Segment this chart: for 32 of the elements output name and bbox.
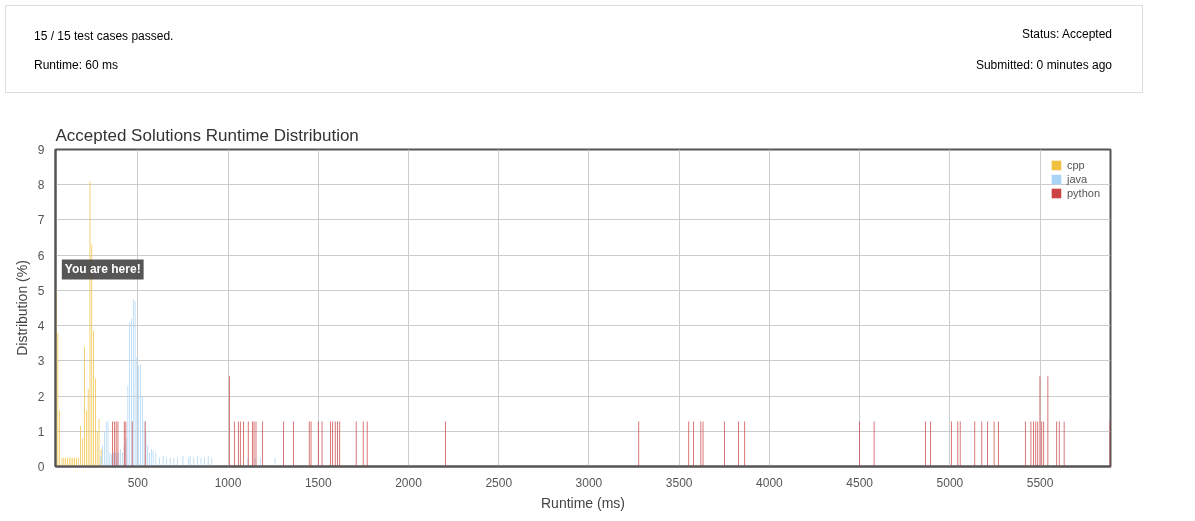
y-tick-label: 5 <box>37 283 45 298</box>
y-tick-label: 1 <box>37 424 45 439</box>
y-tick-label: 0 <box>37 460 45 474</box>
text: 15 / 15 test cases passed. <box>34 28 174 45</box>
y-tick-label: 3 <box>37 354 45 369</box>
text: Status: Accepted <box>1021 26 1112 43</box>
x-tick-label: 4000 <box>756 475 784 490</box>
x-tick-label: 2000 <box>395 475 423 490</box>
x-axis-title: Runtime (ms) <box>541 494 626 511</box>
annotation: You are here! <box>64 262 141 277</box>
x-tick-label: 1500 <box>304 475 332 490</box>
y-tick-label: 8 <box>37 178 45 193</box>
text: Submitted: 0 minutes ago <box>975 57 1112 74</box>
y-tick-label: 4 <box>37 319 45 334</box>
legend-label: python <box>1066 187 1100 199</box>
y-tick-label: 7 <box>37 213 45 228</box>
x-tick-label: 3000 <box>575 475 603 490</box>
x-tick-label: 1000 <box>214 475 242 490</box>
chart-title: Accepted Solutions Runtime Distribution <box>55 125 359 145</box>
y-axis-title: Distribution (%) <box>13 260 30 356</box>
x-tick-label: 4500 <box>846 475 874 490</box>
y-tick-label: 6 <box>37 248 45 263</box>
text: Runtime: 60 ms <box>34 57 119 74</box>
y-tick-label: 9 <box>37 143 45 157</box>
legend-label: cpp <box>1066 159 1086 171</box>
x-tick-label: 500 <box>127 475 149 490</box>
x-tick-label: 5000 <box>936 475 964 490</box>
x-tick-label: 2500 <box>485 475 513 490</box>
x-tick-label: 3500 <box>665 475 693 490</box>
y-tick-label: 2 <box>37 389 45 404</box>
x-tick-label: 5500 <box>1026 475 1054 490</box>
legend-label: java <box>1066 173 1088 185</box>
